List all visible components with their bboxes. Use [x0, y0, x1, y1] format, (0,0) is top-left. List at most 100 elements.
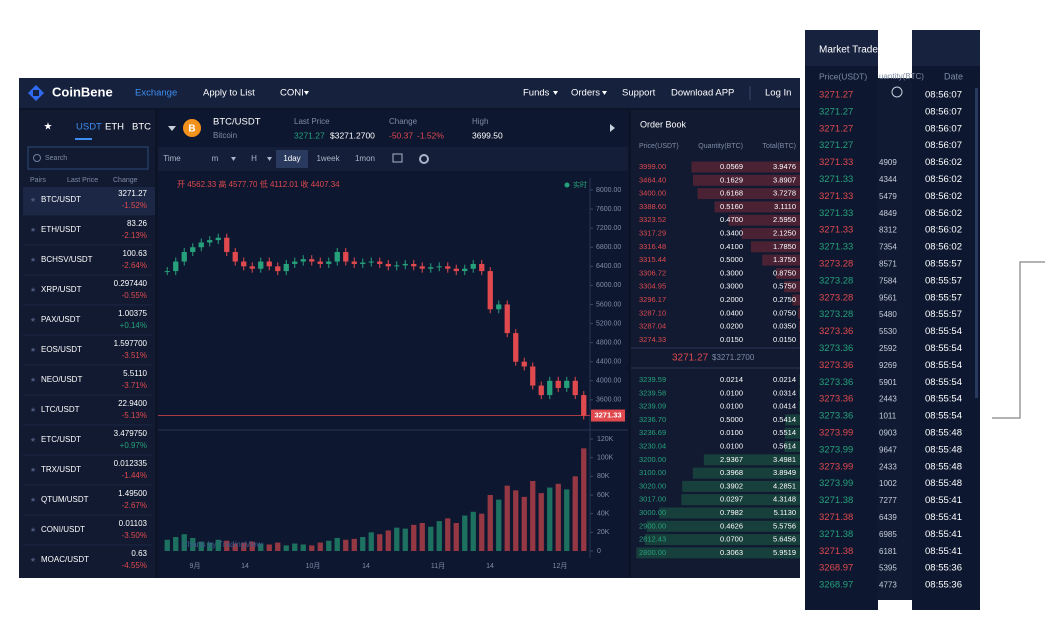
order-quantity: 0.7982 [720, 508, 743, 517]
order-total: 1.7850 [773, 242, 796, 251]
pair-name[interactable]: MOAC/USDT [41, 555, 89, 564]
depth-bar [681, 494, 800, 506]
pair-price: 1.49500 [118, 489, 147, 498]
pair-tab[interactable]: BTC [132, 122, 151, 133]
row-star: ★ [30, 496, 36, 504]
trade-price: 3268.97 [819, 580, 853, 591]
depth-bar [785, 414, 800, 426]
nav-link[interactable]: Download APP [671, 88, 734, 99]
nav-bar [19, 78, 800, 108]
order-price: 3017.00 [639, 495, 666, 504]
pair-change: +0.14% [120, 321, 147, 330]
volume-bar [564, 489, 570, 551]
interval-button[interactable]: 1day [283, 154, 300, 163]
volume-bar [360, 537, 366, 551]
globe-icon [891, 86, 903, 98]
order-quantity: 0.3902 [720, 481, 743, 490]
pair-name[interactable]: BCHSV/USDT [41, 255, 93, 264]
candle [249, 266, 255, 269]
trade-quantity: 2592 [879, 344, 897, 353]
pair-name[interactable]: ETH/USDT [41, 225, 81, 234]
trade-time: 08:55:48 [925, 428, 962, 439]
pair-name[interactable]: NEO/USDT [41, 375, 82, 384]
pair-name[interactable]: CONI/USDT [41, 525, 85, 534]
trade-price: 3273.99 [819, 478, 853, 489]
order-quantity: 0.0569 [720, 162, 743, 171]
pair-price: 0.01103 [119, 519, 148, 528]
nav-link[interactable]: Support [622, 88, 656, 99]
volume-tick-label: 0 [597, 548, 601, 555]
pair-name[interactable]: PAX/USDT [41, 315, 81, 324]
candle [173, 261, 179, 272]
trade-price: 3271.38 [819, 529, 853, 540]
candle [402, 263, 408, 266]
order-price: 3306.72 [639, 268, 666, 277]
order-total: 2.1250 [773, 228, 796, 237]
nav-link[interactable]: Log In [765, 88, 791, 99]
depth-bar [762, 254, 800, 266]
candle [207, 240, 213, 243]
nav-link[interactable]: Funds [523, 88, 550, 99]
expand-arrow[interactable] [610, 124, 615, 132]
order-price: 2812.43 [639, 535, 666, 544]
pair-dropdown-arrow[interactable] [168, 126, 176, 131]
pair-name[interactable]: TRX/USDT [41, 465, 81, 474]
nav-link[interactable]: Exchange [135, 88, 177, 99]
last-price: 3271.27 [294, 130, 325, 140]
pair-name[interactable]: ETC/USDT [41, 435, 81, 444]
last-price-badge-label: 3271.33 [594, 411, 621, 420]
price-tick-label: 7600.00 [596, 206, 621, 213]
order-book-header: Price(USDT) [639, 143, 679, 150]
search-box[interactable] [27, 146, 149, 170]
interval-button[interactable]: 1week [316, 154, 340, 163]
active-interval [276, 150, 308, 168]
depth-bar [728, 214, 800, 226]
trade-time: 08:56:02 [925, 208, 962, 219]
trade-quantity: 7354 [879, 243, 897, 252]
pair-name[interactable]: XRP/USDT [41, 285, 82, 294]
trade-quantity: 4909 [879, 158, 897, 167]
brand: CoinBene [52, 84, 113, 99]
realtime-label: 实时 [573, 180, 587, 189]
realtime-dot [564, 182, 570, 188]
trades-title: Market Trades [819, 45, 883, 56]
trade-price: 3273.99 [819, 461, 853, 472]
pair-tab[interactable]: ETH [105, 122, 124, 133]
interval-button[interactable]: m [212, 154, 219, 163]
depth-bar [703, 454, 800, 466]
price-tick-label: 6000.00 [596, 282, 621, 289]
ticker-label: Change [389, 117, 418, 126]
order-total: 0.0350 [773, 322, 796, 331]
trade-quantity: 7277 [879, 496, 897, 505]
volume-bar [249, 541, 255, 551]
scrollbar[interactable] [975, 88, 978, 398]
pair-name[interactable]: LTC/USDT [41, 405, 80, 414]
interval-button[interactable]: H [251, 154, 257, 163]
pair-name[interactable]: EOS/USDT [41, 345, 82, 354]
pair-tab[interactable]: USDT [76, 122, 102, 133]
interval-button[interactable]: 1mon [355, 154, 375, 163]
trade-price: 3273.99 [819, 444, 853, 455]
mid-price: 3271.27 [672, 353, 709, 364]
order-price: 3400.00 [639, 189, 666, 198]
trade-time: 08:55:54 [925, 360, 962, 371]
nav-link[interactable]: Apply to List [203, 88, 255, 99]
settings-icon[interactable] [419, 154, 429, 164]
volume-bar [547, 487, 553, 551]
nav-link[interactable]: Orders [571, 88, 600, 99]
candle [462, 268, 468, 272]
interval-button[interactable]: Time [163, 154, 181, 163]
x-tick-label: 14 [241, 563, 249, 570]
depth-bar [693, 174, 800, 186]
candle [224, 237, 230, 253]
nav-link[interactable]: CONI [280, 88, 304, 99]
mid-price-usd: $3271.2700 [712, 353, 755, 362]
pair-name[interactable]: BTC/USDT [41, 195, 81, 204]
chart-type-icon[interactable] [392, 153, 403, 163]
pair-name[interactable]: QTUM/USDT [41, 495, 89, 504]
trade-quantity: 5395 [879, 564, 897, 573]
pair-change: -1.52% [122, 201, 147, 210]
trade-time: 08:55:48 [925, 444, 962, 455]
btc-icon-glyph: B [188, 124, 195, 135]
